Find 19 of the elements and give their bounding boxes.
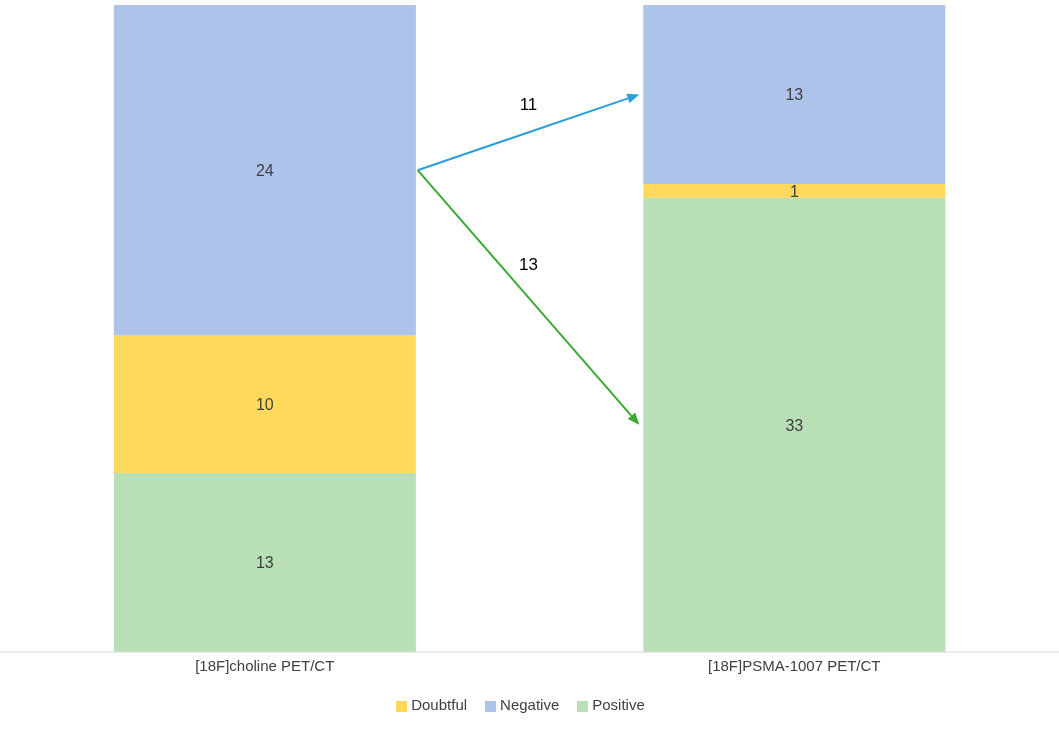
annotation: 11 [519, 95, 538, 115]
bar [643, 197, 946, 652]
legend-label: Doubtful [411, 696, 468, 713]
data-label: 13 [785, 86, 804, 104]
x-tick-label: [18F]choline PET/CT [195, 656, 335, 674]
data-label: 10 [255, 395, 274, 413]
bar [113, 5, 416, 336]
x-tick-label: [18F]PSMA-1007 PET/CT [707, 656, 881, 674]
data-label: 1 [789, 182, 799, 200]
bar [643, 183, 946, 198]
bar [113, 335, 416, 474]
legend-label: Negative [500, 696, 560, 713]
legend-label: Positive [592, 696, 645, 713]
annotation: 13 [519, 254, 538, 274]
bar [113, 473, 416, 652]
bar [643, 5, 946, 184]
data-label: 13 [255, 554, 274, 572]
data-label: 24 [255, 161, 274, 179]
data-label: 33 [785, 416, 804, 434]
